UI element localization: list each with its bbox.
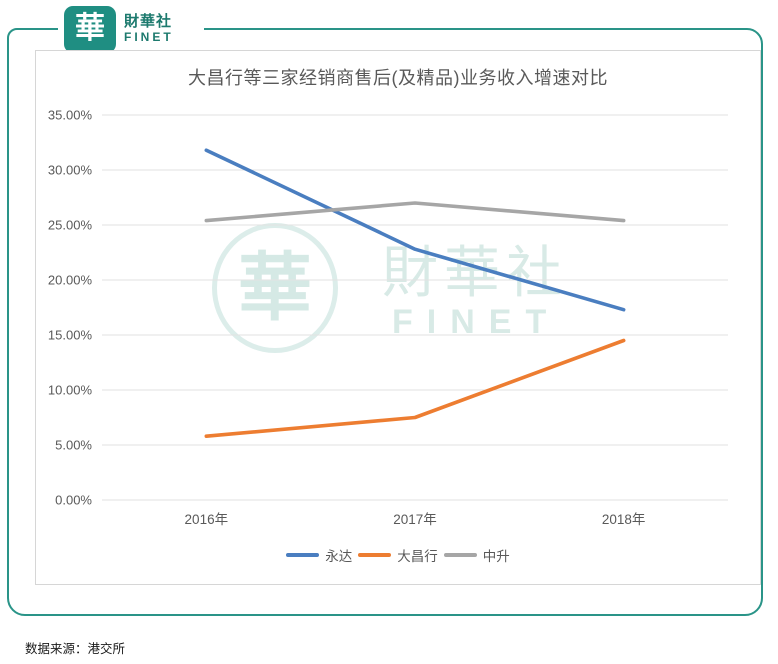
legend-swatch-icon xyxy=(286,553,320,557)
series-line-中升 xyxy=(204,201,626,223)
legend: 永达 大昌行 中升 xyxy=(36,545,760,565)
legend-item: 大昌行 xyxy=(358,545,438,565)
y-axis-tick-label: 15.00% xyxy=(48,328,93,343)
y-axis-tick-label: 20.00% xyxy=(48,273,93,288)
finet-logo-block: 華 財華社 FINET xyxy=(58,0,204,58)
legend-item: 中升 xyxy=(443,545,510,565)
x-axis-tick-label: 2017年 xyxy=(393,512,437,527)
y-axis-tick-label: 35.00% xyxy=(48,108,93,123)
chart: 華 財華社 FINET 35.00% 30.00% 25.00% 20.00% 15.0… xyxy=(35,50,761,585)
legend-label: 永达 xyxy=(325,549,353,564)
brand-text: 財華社 FINET xyxy=(124,14,174,44)
watermark-glyph: 華 xyxy=(238,246,312,329)
finet-logo-icon: 華 xyxy=(64,5,116,53)
brand-name-cn: 財華社 xyxy=(124,13,173,31)
legend-swatch-icon xyxy=(358,553,392,557)
legend-label: 大昌行 xyxy=(397,549,438,564)
chart-title: 大昌行等三家经销商售后(及精品)业务收入增速对比 xyxy=(188,68,608,88)
data-source-note: 数据来源：港交所 xyxy=(25,642,126,656)
brand-frame xyxy=(7,28,763,616)
series-line-永达 xyxy=(204,148,626,312)
x-axis-tick-label: 2018年 xyxy=(602,512,646,527)
brand-name-en: FINET xyxy=(124,29,174,44)
y-axis-tick-label: 25.00% xyxy=(48,218,93,233)
logo-glyph: 華 xyxy=(75,12,105,45)
y-axis-tick-label: 0.00% xyxy=(55,493,92,508)
watermark-text-cn: 財華社 xyxy=(382,241,568,304)
plot-area: 35.00% 30.00% 25.00% 20.00% 15.00% 10.00% 5.00… xyxy=(48,108,728,527)
series-line-大昌行 xyxy=(204,338,626,439)
legend-item: 永达 xyxy=(286,545,352,565)
y-axis-tick-label: 5.00% xyxy=(55,438,92,453)
x-axis-tick-label: 2016年 xyxy=(185,512,229,527)
y-axis-tick-label: 10.00% xyxy=(48,383,93,398)
legend-label: 中升 xyxy=(482,549,510,564)
legend-swatch-icon xyxy=(443,553,477,557)
y-axis-tick-label: 30.00% xyxy=(48,163,93,178)
watermark-text-en: FINET xyxy=(392,303,561,341)
